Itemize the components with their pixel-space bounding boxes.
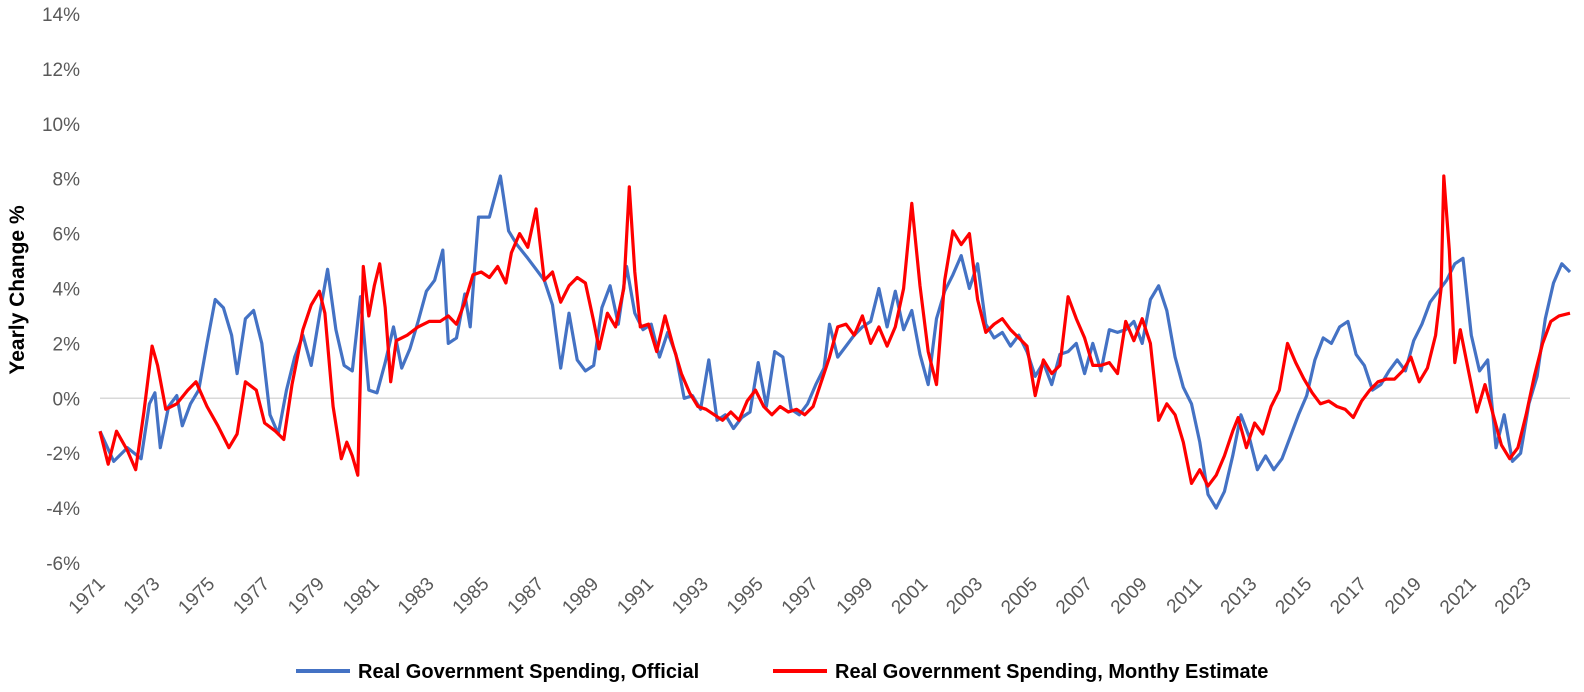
y-tick-label: 6% [53, 225, 81, 246]
y-tick-label: 8% [53, 170, 81, 191]
y-axis-label: Yearly Change % [6, 205, 29, 375]
x-tick-label: 2015 [1272, 574, 1317, 619]
y-tick-label: -4% [46, 499, 80, 520]
x-tick-label: 2023 [1491, 574, 1536, 619]
x-tick-label: 1975 [174, 574, 219, 619]
y-tick-label: -6% [46, 554, 80, 575]
x-tick-label: 1995 [723, 574, 768, 619]
legend-label-monthly-estimate: Real Government Spending, Monthy Estimat… [835, 661, 1268, 683]
x-tick-label: 2001 [888, 574, 933, 619]
x-tick-label: 1997 [778, 574, 823, 619]
x-tick-label: 2007 [1052, 574, 1097, 619]
y-tick-label: 4% [53, 280, 81, 301]
x-tick-label: 1977 [229, 574, 274, 619]
x-tick-label: 1987 [504, 574, 549, 619]
y-tick-label: 0% [53, 389, 81, 410]
x-tick-label: 1985 [449, 574, 494, 619]
y-tick-label: 2% [53, 334, 81, 355]
y-tick-label: -2% [46, 444, 80, 465]
series-line-monthly-estimate [98, 174, 1571, 488]
x-tick-label: 1999 [833, 574, 878, 619]
y-tick-label: 12% [42, 60, 80, 81]
x-tick-label: 1971 [65, 574, 110, 619]
x-tick-label: 2019 [1381, 574, 1426, 619]
series-line-official [98, 174, 1572, 510]
x-tick-label: 2011 [1163, 574, 1207, 618]
legend: Real Government Spending, Official Real … [296, 661, 1268, 683]
x-tick-label: 1979 [284, 574, 329, 619]
y-axis-ticks: 14% 12% 10% 8% 6% 4% 2% 0% -2% -4% -6% [42, 5, 80, 575]
x-tick-label: 2009 [1107, 574, 1152, 619]
x-tick-label: 2003 [942, 574, 987, 619]
x-tick-label: 1983 [394, 574, 439, 619]
y-tick-label: 10% [42, 115, 80, 136]
x-tick-label: 1981 [339, 574, 384, 619]
x-tick-label: 1993 [668, 574, 713, 619]
x-axis-ticks: 1971 1973 1975 1977 1979 1981 1983 1985 1987 1989… [65, 574, 1536, 619]
x-tick-label: 1991 [613, 574, 658, 619]
y-tick-label: 14% [42, 5, 80, 26]
x-tick-label: 1973 [120, 574, 165, 619]
legend-label-official: Real Government Spending, Official [358, 661, 699, 683]
x-tick-label: 2017 [1326, 574, 1371, 619]
x-tick-label: 2021 [1436, 574, 1481, 619]
series-lines [98, 174, 1572, 510]
x-tick-label: 2005 [997, 574, 1042, 619]
x-tick-label: 2013 [1217, 574, 1262, 619]
x-tick-label: 1989 [558, 574, 603, 619]
